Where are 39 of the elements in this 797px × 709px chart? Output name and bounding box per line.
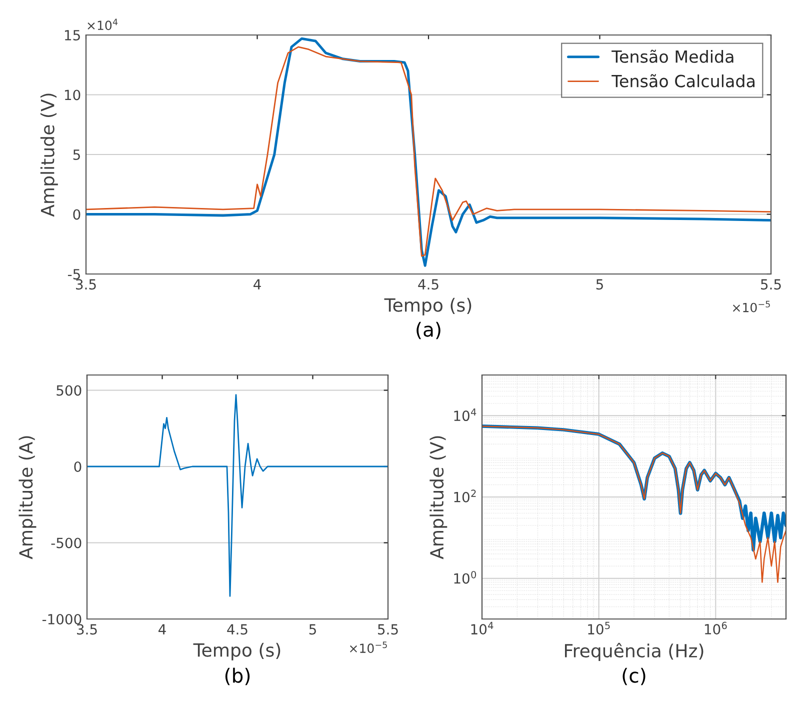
x-tick-label: 4 (158, 624, 166, 634)
text: ×10$^{−5}$ (732, 300, 770, 312)
y-tick-label: 10 (64, 90, 80, 100)
x-tick-label: 5.5 (378, 624, 398, 635)
y-tick-label: 15 (64, 30, 80, 40)
x-tick-label: 10$^{6}$ (704, 622, 727, 635)
x-tick-label: 5 (309, 624, 316, 635)
x-tick-label: 5 (596, 279, 603, 290)
y-tick-label: 0 (74, 461, 82, 472)
legend-label: Tensão Medida (612, 50, 734, 63)
x-axis-title: Tempo (s) (193, 642, 280, 660)
y-tick-label: 10$^{0}$ (454, 570, 476, 584)
x-axis-title: Frequência (Hz) (564, 642, 704, 662)
x-tick-label: 4.5 (418, 279, 438, 290)
y-axis-title: Amplitude (A) (18, 436, 36, 560)
legend-label: Tensão Calculada (612, 74, 754, 88)
x-tick-label: 10$^{4}$ (471, 622, 494, 635)
x-tick-label: 5.5 (761, 279, 781, 290)
y-tick-label: 0 (73, 209, 80, 220)
x-axis-title: Tempo (s) (384, 298, 472, 316)
y-tick-label: 10$^{2}$ (454, 490, 476, 502)
y-tick-label: -1000 (42, 614, 82, 624)
x-tick-label: 10$^{5}$ (588, 622, 610, 635)
text: ×10$^{4}$ (88, 18, 118, 30)
y-axis-title: Amplitude (V) (430, 436, 448, 560)
y-tick-label: -500 (51, 538, 82, 548)
y-tick-label: 500 (56, 385, 82, 396)
x-tick-label: 3.5 (77, 624, 97, 635)
text: ×10$^{−5}$ (350, 642, 387, 653)
x-tick-label: 4 (254, 279, 261, 290)
y-tick-label: -5 (68, 269, 80, 280)
x-tick-label: 4.5 (227, 624, 248, 635)
text: (a) (416, 322, 440, 340)
text: (c) (622, 668, 646, 686)
text: (b) (225, 668, 250, 686)
y-tick-label: 10$^{4}$ (454, 408, 476, 422)
y-axis-title: Amplitude (V) (40, 94, 58, 217)
x-tick-label: 3.5 (76, 279, 96, 290)
y-tick-label: 5 (73, 150, 80, 160)
